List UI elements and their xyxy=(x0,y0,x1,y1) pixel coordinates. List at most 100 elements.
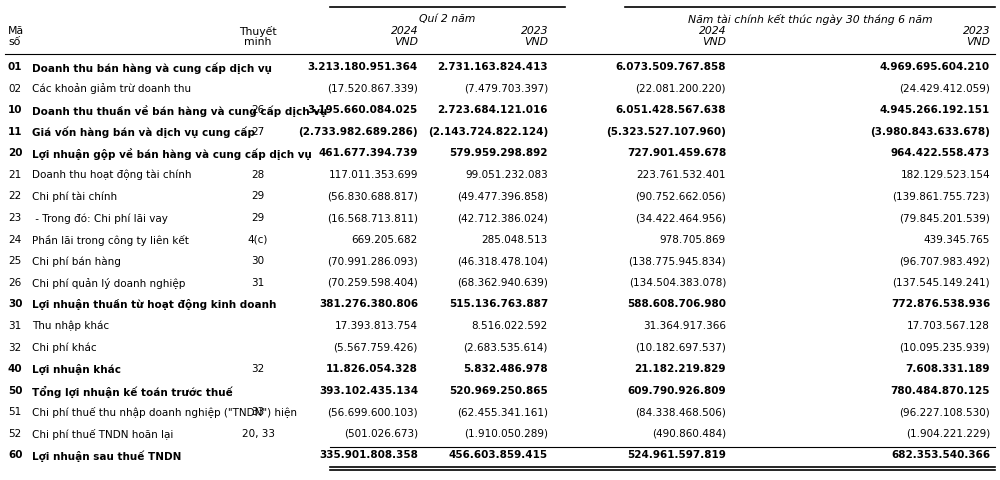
Text: (5.323.527.107.960): (5.323.527.107.960) xyxy=(606,126,726,136)
Text: 21: 21 xyxy=(8,169,21,180)
Text: 6.073.509.767.858: 6.073.509.767.858 xyxy=(616,62,726,72)
Text: 29: 29 xyxy=(251,213,265,223)
Text: Tổng lợi nhuận kế toán trước thuế: Tổng lợi nhuận kế toán trước thuế xyxy=(32,385,233,397)
Text: Giá vốn hàng bán và dịch vụ cung cấp: Giá vốn hàng bán và dịch vụ cung cấp xyxy=(32,126,255,138)
Text: 579.959.298.892: 579.959.298.892 xyxy=(450,148,548,158)
Text: 4.969.695.604.210: 4.969.695.604.210 xyxy=(880,62,990,72)
Text: minh: minh xyxy=(244,37,272,47)
Text: Doanh thu bán hàng và cung cấp dịch vụ: Doanh thu bán hàng và cung cấp dịch vụ xyxy=(32,62,272,73)
Text: 456.603.859.415: 456.603.859.415 xyxy=(449,449,548,459)
Text: Doanh thu thuần về bán hàng và cung cấp dịch vụ: Doanh thu thuần về bán hàng và cung cấp … xyxy=(32,105,327,117)
Text: Chi phí tài chính: Chi phí tài chính xyxy=(32,191,117,202)
Text: (138.775.945.834): (138.775.945.834) xyxy=(628,256,726,265)
Text: 32: 32 xyxy=(251,363,265,373)
Text: Chi phí thuế thu nhập doanh nghiệp ("TNDN") hiện: Chi phí thuế thu nhập doanh nghiệp ("TND… xyxy=(32,407,297,418)
Text: 99.051.232.083: 99.051.232.083 xyxy=(465,169,548,180)
Text: (62.455.341.161): (62.455.341.161) xyxy=(457,407,548,416)
Text: Các khoản giảm trừ doanh thu: Các khoản giảm trừ doanh thu xyxy=(32,84,191,94)
Text: (490.860.484): (490.860.484) xyxy=(652,428,726,438)
Text: 60: 60 xyxy=(8,449,22,459)
Text: 609.790.926.809: 609.790.926.809 xyxy=(627,385,726,395)
Text: (137.545.149.241): (137.545.149.241) xyxy=(892,277,990,287)
Text: Mã: Mã xyxy=(8,26,24,36)
Text: 32: 32 xyxy=(8,342,21,352)
Text: 393.102.435.134: 393.102.435.134 xyxy=(319,385,418,395)
Text: 50: 50 xyxy=(8,385,22,395)
Text: 17.703.567.128: 17.703.567.128 xyxy=(907,320,990,330)
Text: 682.353.540.366: 682.353.540.366 xyxy=(891,449,990,459)
Text: 772.876.538.936: 772.876.538.936 xyxy=(891,299,990,309)
Text: 669.205.682: 669.205.682 xyxy=(352,234,418,244)
Text: 2023: 2023 xyxy=(962,26,990,36)
Text: Lợi nhuận gộp về bán hàng và cung cấp dịch vụ: Lợi nhuận gộp về bán hàng và cung cấp dị… xyxy=(32,148,312,160)
Text: 2023: 2023 xyxy=(520,26,548,36)
Text: 439.345.765: 439.345.765 xyxy=(924,234,990,244)
Text: (3.980.843.633.678): (3.980.843.633.678) xyxy=(870,126,990,136)
Text: (501.026.673): (501.026.673) xyxy=(344,428,418,438)
Text: 8.516.022.592: 8.516.022.592 xyxy=(472,320,548,330)
Text: 3.213.180.951.364: 3.213.180.951.364 xyxy=(308,62,418,72)
Text: 20, 33: 20, 33 xyxy=(242,428,274,438)
Text: 33: 33 xyxy=(251,407,265,416)
Text: 40: 40 xyxy=(8,363,23,373)
Text: 588.608.706.980: 588.608.706.980 xyxy=(627,299,726,309)
Text: Thuyết: Thuyết xyxy=(239,26,277,37)
Text: Phần lãi trong công ty liên kết: Phần lãi trong công ty liên kết xyxy=(32,234,189,245)
Text: 727.901.459.678: 727.901.459.678 xyxy=(627,148,726,158)
Text: VND: VND xyxy=(702,37,726,47)
Text: (84.338.468.506): (84.338.468.506) xyxy=(635,407,726,416)
Text: (46.318.478.104): (46.318.478.104) xyxy=(457,256,548,265)
Text: (1.904.221.229): (1.904.221.229) xyxy=(906,428,990,438)
Text: 22: 22 xyxy=(8,191,21,201)
Text: Chi phí khác: Chi phí khác xyxy=(32,342,97,352)
Text: (96.707.983.492): (96.707.983.492) xyxy=(899,256,990,265)
Text: (49.477.396.858): (49.477.396.858) xyxy=(457,191,548,201)
Text: (90.752.662.056): (90.752.662.056) xyxy=(635,191,726,201)
Text: 25: 25 xyxy=(8,256,21,265)
Text: 29: 29 xyxy=(251,191,265,201)
Text: (2.143.724.822.124): (2.143.724.822.124) xyxy=(428,126,548,136)
Text: 26: 26 xyxy=(8,277,21,287)
Text: 2024: 2024 xyxy=(390,26,418,36)
Text: 52: 52 xyxy=(8,428,21,438)
Text: 17.393.813.754: 17.393.813.754 xyxy=(335,320,418,330)
Text: Lợi nhuận sau thuế TNDN: Lợi nhuận sau thuế TNDN xyxy=(32,449,181,461)
Text: 31: 31 xyxy=(251,277,265,287)
Text: (2.733.982.689.286): (2.733.982.689.286) xyxy=(298,126,418,136)
Text: 27: 27 xyxy=(251,126,265,136)
Text: 11.826.054.328: 11.826.054.328 xyxy=(326,363,418,373)
Text: 20: 20 xyxy=(8,148,22,158)
Text: 2.731.163.824.413: 2.731.163.824.413 xyxy=(437,62,548,72)
Text: 2.723.684.121.016: 2.723.684.121.016 xyxy=(438,105,548,115)
Text: số: số xyxy=(8,37,20,47)
Text: (7.479.703.397): (7.479.703.397) xyxy=(464,84,548,94)
Text: 30: 30 xyxy=(8,299,22,309)
Text: Năm tài chính kết thúc ngày 30 tháng 6 năm: Năm tài chính kết thúc ngày 30 tháng 6 n… xyxy=(688,14,932,25)
Text: 524.961.597.819: 524.961.597.819 xyxy=(627,449,726,459)
Text: Chi phí thuế TNDN hoãn lại: Chi phí thuế TNDN hoãn lại xyxy=(32,428,173,439)
Text: VND: VND xyxy=(524,37,548,47)
Text: VND: VND xyxy=(394,37,418,47)
Text: 3.195.660.084.025: 3.195.660.084.025 xyxy=(308,105,418,115)
Text: 381.276.380.806: 381.276.380.806 xyxy=(319,299,418,309)
Text: 30: 30 xyxy=(251,256,265,265)
Text: 5.832.486.978: 5.832.486.978 xyxy=(463,363,548,373)
Text: (10.095.235.939): (10.095.235.939) xyxy=(899,342,990,352)
Text: (96.227.108.530): (96.227.108.530) xyxy=(899,407,990,416)
Text: 515.136.763.887: 515.136.763.887 xyxy=(449,299,548,309)
Text: 964.422.558.473: 964.422.558.473 xyxy=(891,148,990,158)
Text: (22.081.200.220): (22.081.200.220) xyxy=(636,84,726,94)
Text: (1.910.050.289): (1.910.050.289) xyxy=(464,428,548,438)
Text: 6.051.428.567.638: 6.051.428.567.638 xyxy=(616,105,726,115)
Text: Lợi nhuận thuần từ hoạt động kinh doanh: Lợi nhuận thuần từ hoạt động kinh doanh xyxy=(32,299,276,310)
Text: (10.182.697.537): (10.182.697.537) xyxy=(635,342,726,352)
Text: 11: 11 xyxy=(8,126,22,136)
Text: (56.830.688.817): (56.830.688.817) xyxy=(327,191,418,201)
Text: 461.677.394.739: 461.677.394.739 xyxy=(319,148,418,158)
Text: 7.608.331.189: 7.608.331.189 xyxy=(906,363,990,373)
Text: 23: 23 xyxy=(8,213,21,223)
Text: Lợi nhuận khác: Lợi nhuận khác xyxy=(32,363,121,374)
Text: 31.364.917.366: 31.364.917.366 xyxy=(643,320,726,330)
Text: (24.429.412.059): (24.429.412.059) xyxy=(899,84,990,94)
Text: 31: 31 xyxy=(8,320,21,330)
